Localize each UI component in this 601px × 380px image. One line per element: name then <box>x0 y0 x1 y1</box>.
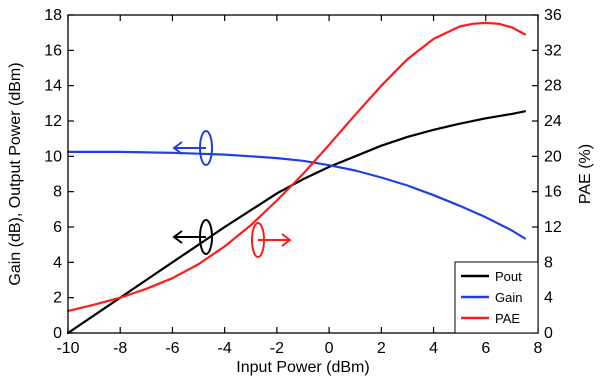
legend-label-gain: Gain <box>495 290 522 305</box>
y-tick-label: 6 <box>53 219 62 236</box>
annotations <box>174 131 290 257</box>
y2-tick-label: 28 <box>544 78 562 95</box>
gain-annotation <box>174 131 212 165</box>
pae-annotation <box>252 223 290 257</box>
x-tick-label: -2 <box>270 340 284 357</box>
x-tick-label: -4 <box>218 340 232 357</box>
legend-label-pout: Pout <box>495 269 522 284</box>
y-tick-label: 0 <box>53 325 62 342</box>
y2-tick-label: 16 <box>544 184 562 201</box>
y2-tick-label: 24 <box>544 113 562 130</box>
y2-tick-label: 36 <box>544 7 562 24</box>
y-tick-label: 4 <box>53 254 62 271</box>
x-tick-label: 2 <box>377 340 386 357</box>
x-tick-label: 4 <box>429 340 438 357</box>
y2-tick-label: 4 <box>544 290 553 307</box>
y-tick-label: 14 <box>44 78 62 95</box>
series-line-gain <box>68 152 525 239</box>
y-tick-label: 8 <box>53 184 62 201</box>
y2-tick-label: 0 <box>544 325 553 342</box>
x-tick-label: -8 <box>113 340 127 357</box>
y-tick-label: 12 <box>44 113 62 130</box>
x-tick-label: -10 <box>56 340 79 357</box>
x-axis-title: Input Power (dBm) <box>236 359 369 376</box>
y2-tick-label: 32 <box>544 42 562 59</box>
y-axis-title: Gain (dB), Output Power (dBm) <box>7 62 24 285</box>
x-tick-label: 8 <box>534 340 543 357</box>
y-tick-label: 10 <box>44 148 62 165</box>
y2-axis-title: PAE (%) <box>577 144 594 204</box>
y-tick-label: 2 <box>53 290 62 307</box>
x-tick-label: -6 <box>165 340 179 357</box>
y2-tick-label: 12 <box>544 219 562 236</box>
legend: Pout Gain PAE <box>455 262 538 333</box>
legend-label-pae: PAE <box>495 311 520 326</box>
y2-tick-label: 20 <box>544 148 562 165</box>
y-tick-label: 16 <box>44 42 62 59</box>
x-tick-label: 6 <box>481 340 490 357</box>
y-tick-label: 18 <box>44 7 62 24</box>
y2-tick-label: 8 <box>544 254 553 271</box>
x-tick-label: 0 <box>325 340 334 357</box>
